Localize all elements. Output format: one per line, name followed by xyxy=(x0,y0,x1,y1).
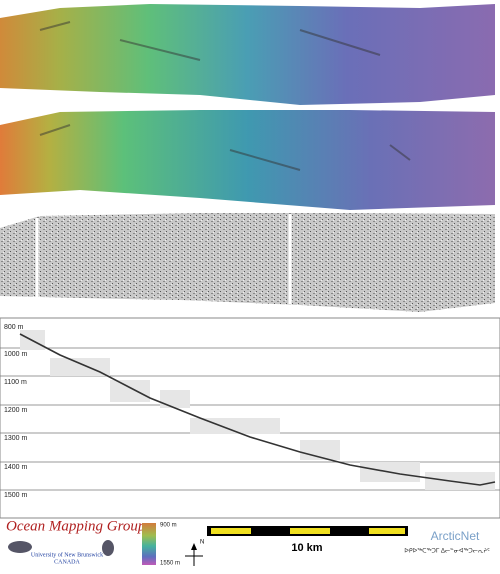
backscatter-panel xyxy=(0,213,495,312)
depth-label: 1200 m xyxy=(4,407,28,414)
relief-panel-1 xyxy=(0,4,495,105)
scale-bar xyxy=(207,526,408,536)
profile-panel: 800 m 1000 m 1100 m 1200 m 1300 m 1400 m 1500 … xyxy=(0,317,500,519)
relief-panel-2 xyxy=(0,110,495,210)
partner: ArcticNet xyxy=(431,529,480,543)
logo-shape xyxy=(8,541,32,553)
group-name: Ocean Mapping Group xyxy=(6,518,146,534)
colorbar xyxy=(142,523,156,565)
depth-label: 1300 m xyxy=(4,435,28,442)
north-label: N xyxy=(200,540,204,546)
scale-label: 10 km xyxy=(291,542,322,554)
country: CANADA xyxy=(54,559,80,565)
depth-label: 800 m xyxy=(4,324,24,331)
partner-syllabics: ᐅᑭᐅᖅᑕᖅᑐᒥ ᐃᓕᓐᓂᐊᖅᑐᓕᕆᔨᑦ xyxy=(404,548,490,555)
university: University of New Brunswick xyxy=(31,551,103,558)
north-arrow xyxy=(185,543,203,566)
logo-shape xyxy=(102,540,114,556)
depth-label: 1100 m xyxy=(4,379,27,386)
depth-label: 1000 m xyxy=(4,351,28,358)
colorbar-top: 900 m xyxy=(160,523,177,529)
depth-label: 1400 m xyxy=(4,464,28,471)
depth-label: 1500 m xyxy=(4,492,28,499)
footer: Ocean Mapping Group University of New Br… xyxy=(6,518,490,566)
colorbar-bottom: 1550 m xyxy=(160,561,180,567)
